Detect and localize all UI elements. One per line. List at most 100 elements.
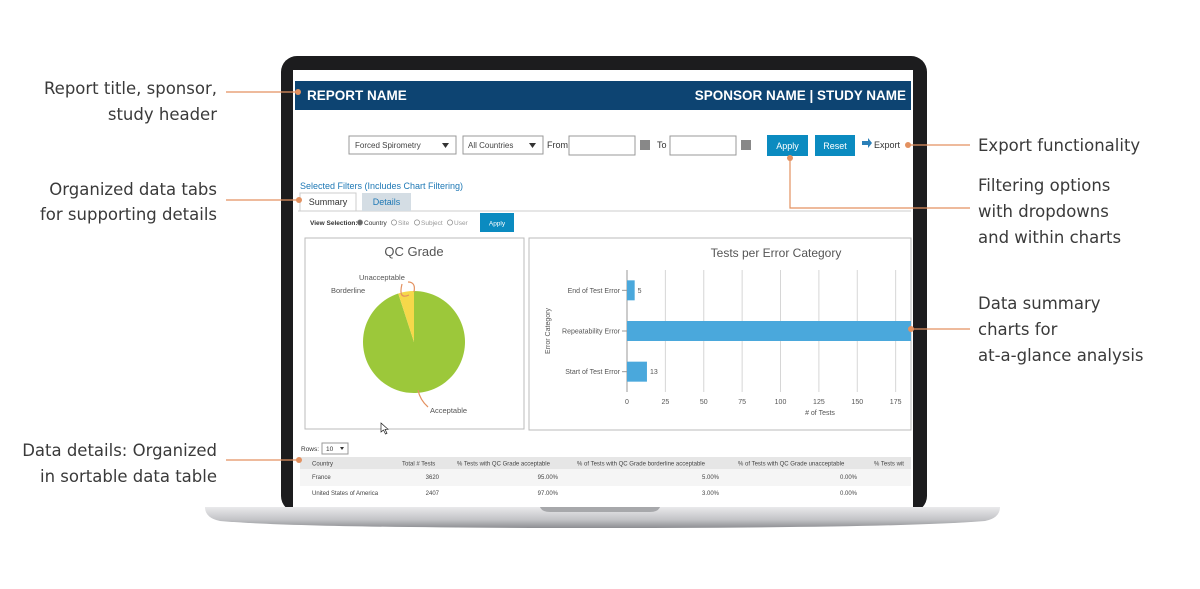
x-tick-label: 100 [775,399,787,406]
apply-button[interactable] [767,135,808,156]
dropdown[interactable] [348,135,457,155]
x-tick-label: 175 [890,399,902,406]
slice-label: Acceptable [430,406,467,415]
tab-label: Details [373,197,401,207]
annotation: at-a-glance analysis [978,346,1144,365]
from-label: From [547,140,568,150]
x-axis-label: # of Tests [805,410,835,417]
date-input[interactable] [669,135,737,156]
callout-dot [905,142,911,148]
column-header: % of Tests with QC Grade borderline acce… [577,462,706,468]
y-axis-label: Error Category [545,308,552,354]
radio-label: Site [398,220,410,227]
table-cell: 0.00% [840,475,858,481]
leader-line [417,389,429,408]
table-header [300,457,911,469]
table-cell: France [312,475,331,481]
table-cell: 95.00% [538,475,559,481]
dropdown-arrow [340,447,344,450]
table-cell: United States of America [312,491,379,497]
annotation: Report title, sponsor, [44,79,217,98]
sponsor-study: SPONSOR NAME | STUDY NAME [695,88,906,103]
callout-dot [296,197,302,203]
value-label: 5 [638,288,642,295]
x-tick-label: 50 [700,399,708,406]
leader-line [407,281,415,293]
annotation: study header [108,105,217,124]
button-label: Apply [776,141,799,151]
x-tick-label: 0 [625,399,629,406]
view-selection-label: View Selection: [310,220,358,227]
reset-button[interactable] [815,135,855,156]
report-header [295,81,911,110]
table-cell: 0.00% [840,491,858,497]
dropdown-value: All Countries [468,141,513,150]
mouse-cursor [380,422,389,435]
x-tick-label: 150 [851,399,863,406]
x-tick-label: 125 [813,399,825,406]
radio-label: User [454,220,469,227]
laptop-notch [540,507,660,512]
annotation: charts for [978,320,1058,339]
radio[interactable] [414,219,420,226]
column-header: % of Tests with QC Grade unacceptable [738,462,845,468]
selected-filters: Selected Filters (Includes Chart Filteri… [300,181,463,191]
callout-dot [295,89,301,95]
table-cell: 3620 [426,475,440,481]
x-tick-label: 75 [738,399,746,406]
slice-label: Unacceptable [359,273,405,282]
tab[interactable] [362,193,411,211]
callout-line [789,160,970,209]
apply-button[interactable] [480,213,514,232]
bar[interactable] [627,361,647,382]
pie-slice[interactable] [398,291,414,342]
column-header: % Tests with QC Grade acceptable [457,462,551,468]
radio-label: Country [364,220,388,227]
y-tick-label: Repeatability Error [562,329,621,336]
y-tick-label: End of Test Error [568,288,621,295]
calendar-icon[interactable] [640,140,650,150]
rows-label: Rows: [301,446,319,453]
table-cell: 5.00% [702,475,720,481]
date-input[interactable] [568,135,636,156]
dropdown-value: Forced Spirometry [355,141,421,150]
table-cell: 97.00% [538,491,559,497]
annotation: and within charts [978,228,1121,247]
dropdown-arrow [529,143,536,148]
x-tick-label: 25 [661,399,669,406]
radio[interactable] [391,219,397,226]
table-cell: 3.00% [702,491,720,497]
radio[interactable] [357,219,363,226]
export-label[interactable]: Export [874,140,901,150]
laptop-base [205,507,1000,528]
button-label: Reset [823,141,847,151]
export-icon[interactable] [862,138,872,148]
annotation: in sortable data table [40,467,217,486]
annotation: with dropdowns [978,202,1109,221]
value-label: 13 [650,369,658,376]
dropdown[interactable] [462,135,544,155]
tab-label: Summary [309,197,348,207]
annotation: for supporting details [40,205,217,224]
bar[interactable] [627,321,911,341]
annotation: Data details: Organized [22,441,217,460]
slice-label: Borderline [331,286,365,295]
chart-title: QC Grade [384,244,443,259]
dropdown-arrow [442,143,449,148]
page-size: 10 [326,446,334,453]
report-name: REPORT NAME [307,88,407,103]
button-label: Apply [489,221,506,228]
bar[interactable] [627,280,635,301]
calendar-icon[interactable] [741,140,751,150]
radio[interactable] [447,219,453,226]
page-size-select[interactable] [321,442,349,455]
table-row-stripe [300,469,911,486]
callout-dot [296,457,302,463]
annotation: Export functionality [978,136,1140,155]
column-header: Country [312,462,333,468]
table-cell: 2407 [426,491,440,497]
column-header: Total # Tests [402,462,435,468]
leader-line [400,283,410,297]
annotation: Organized data tabs [49,180,217,199]
annotation: Data summary [978,294,1101,313]
